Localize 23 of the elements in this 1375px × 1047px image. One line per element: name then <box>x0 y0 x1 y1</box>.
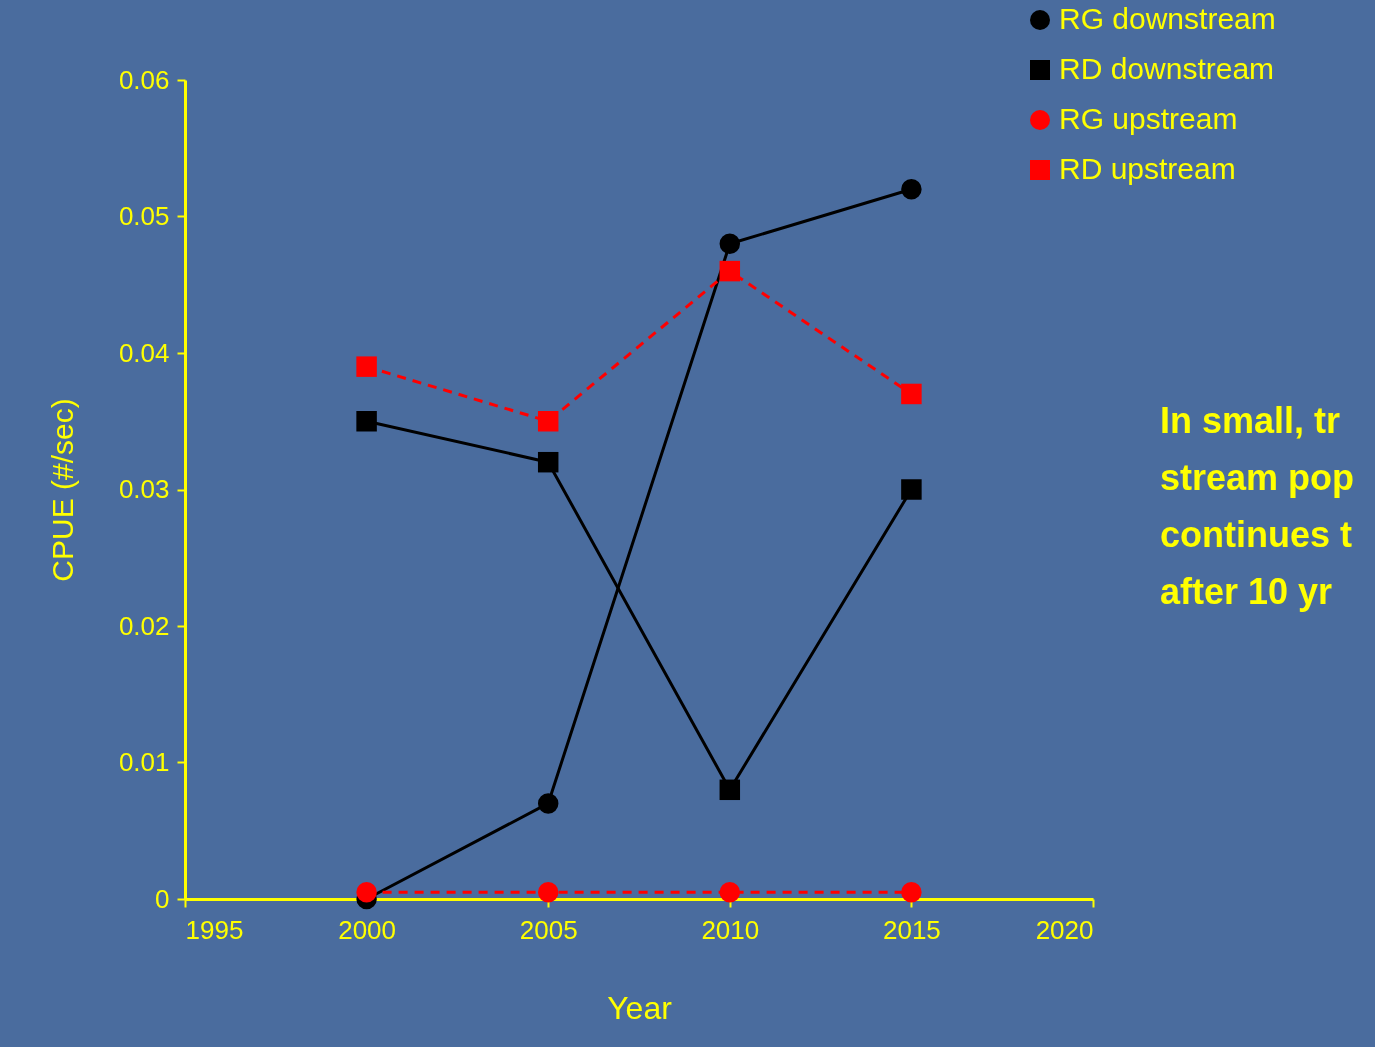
text: after 10 yr <box>1160 571 1333 612</box>
x-tick-label: 2015 <box>882 914 941 945</box>
x-tick-label: 2000 <box>338 914 397 945</box>
x-tick-label: 2010 <box>701 914 760 945</box>
text: continues t <box>1160 514 1353 555</box>
y-tick-label: 0.05 <box>118 201 170 231</box>
y-tick-label: 0.06 <box>118 64 170 95</box>
text: In small, tr <box>1160 400 1341 441</box>
x-axis-title: Year <box>607 989 673 1026</box>
legend-label: RD upstream <box>1059 152 1236 185</box>
y-axis-title: CPUE (#/sec) <box>45 398 79 582</box>
legend-label: RG downstream <box>1059 2 1276 35</box>
text: stream pop <box>1160 457 1355 498</box>
y-tick-label: 0.01 <box>118 747 170 777</box>
legend-label: RG upstream <box>1059 102 1238 135</box>
x-tick-label: 1995 <box>185 914 244 945</box>
y-tick-label: 0 <box>155 883 170 914</box>
y-tick-label: 0.04 <box>118 337 170 368</box>
y-tick-label: 0.02 <box>118 610 170 641</box>
x-tick-label: 2005 <box>519 914 578 945</box>
y-tick-label: 0.03 <box>118 474 170 504</box>
legend-label: RD downstream <box>1059 52 1275 85</box>
x-tick-label: 2020 <box>1035 914 1094 945</box>
